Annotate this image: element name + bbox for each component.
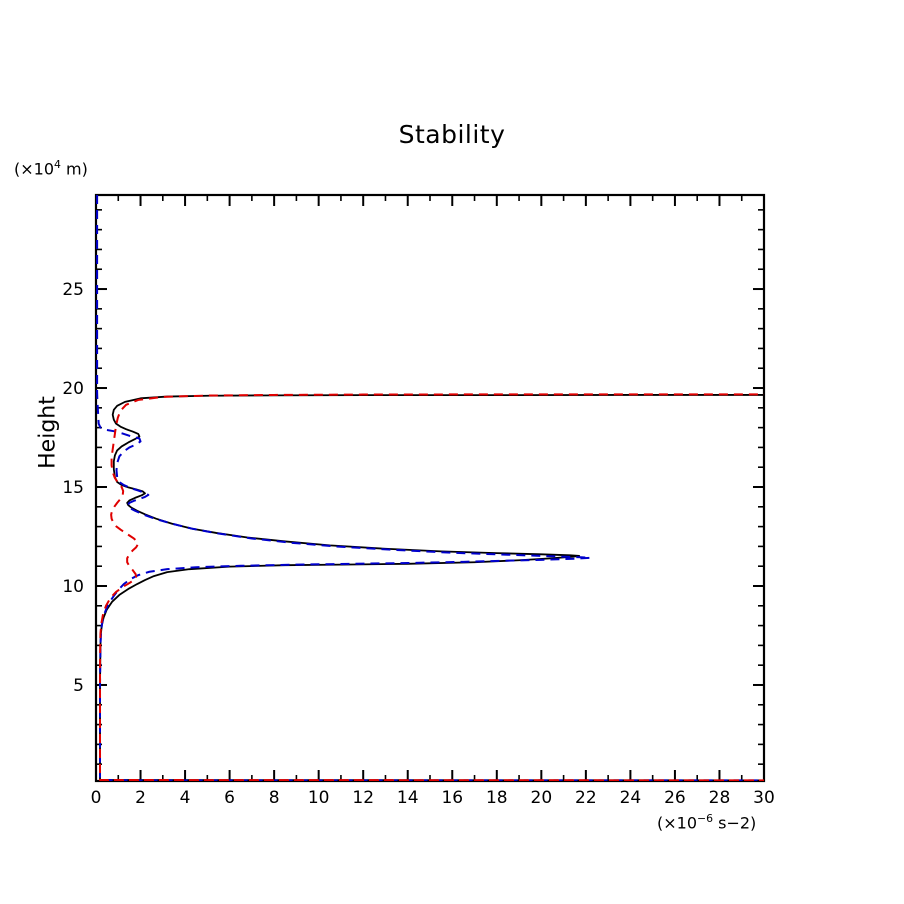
- y-axis-unit-label: (×104 m): [14, 158, 88, 179]
- x-tick-label: 30: [753, 788, 775, 808]
- y-tick-label: 15: [62, 478, 84, 498]
- series-layer: [96, 195, 764, 781]
- x-tick-label: 26: [664, 788, 686, 808]
- axes-layer: [94, 193, 766, 783]
- x-axis-unit-label: (×10−6 s−2): [657, 812, 757, 833]
- x-tick-label: 10: [308, 788, 330, 808]
- x-tick-label: 6: [224, 788, 235, 808]
- y-tick-label: 20: [62, 379, 84, 399]
- x-tick-label: 0: [91, 788, 102, 808]
- x-tick-label: 14: [397, 788, 419, 808]
- x-tick-label: 20: [531, 788, 553, 808]
- plot-frame: [94, 193, 766, 783]
- series-blue-dashed: [96, 195, 764, 781]
- x-tick-label: 2: [135, 788, 146, 808]
- x-tick-label: 24: [620, 788, 642, 808]
- y-tick-label: 10: [62, 577, 84, 597]
- x-tick-label: 12: [352, 788, 374, 808]
- x-tick-label: 4: [180, 788, 191, 808]
- x-tick-label: 28: [709, 788, 731, 808]
- series-red-dashed: [99, 393, 764, 781]
- x-tick-label: 18: [486, 788, 508, 808]
- y-tick-label: 5: [73, 676, 84, 696]
- x-tick-label: 8: [269, 788, 280, 808]
- page-title: Stability: [398, 120, 506, 149]
- x-tick-label: 22: [575, 788, 597, 808]
- y-tick-label: 25: [62, 280, 84, 300]
- x-tick-label: 16: [441, 788, 463, 808]
- series-black-solid: [99, 394, 764, 781]
